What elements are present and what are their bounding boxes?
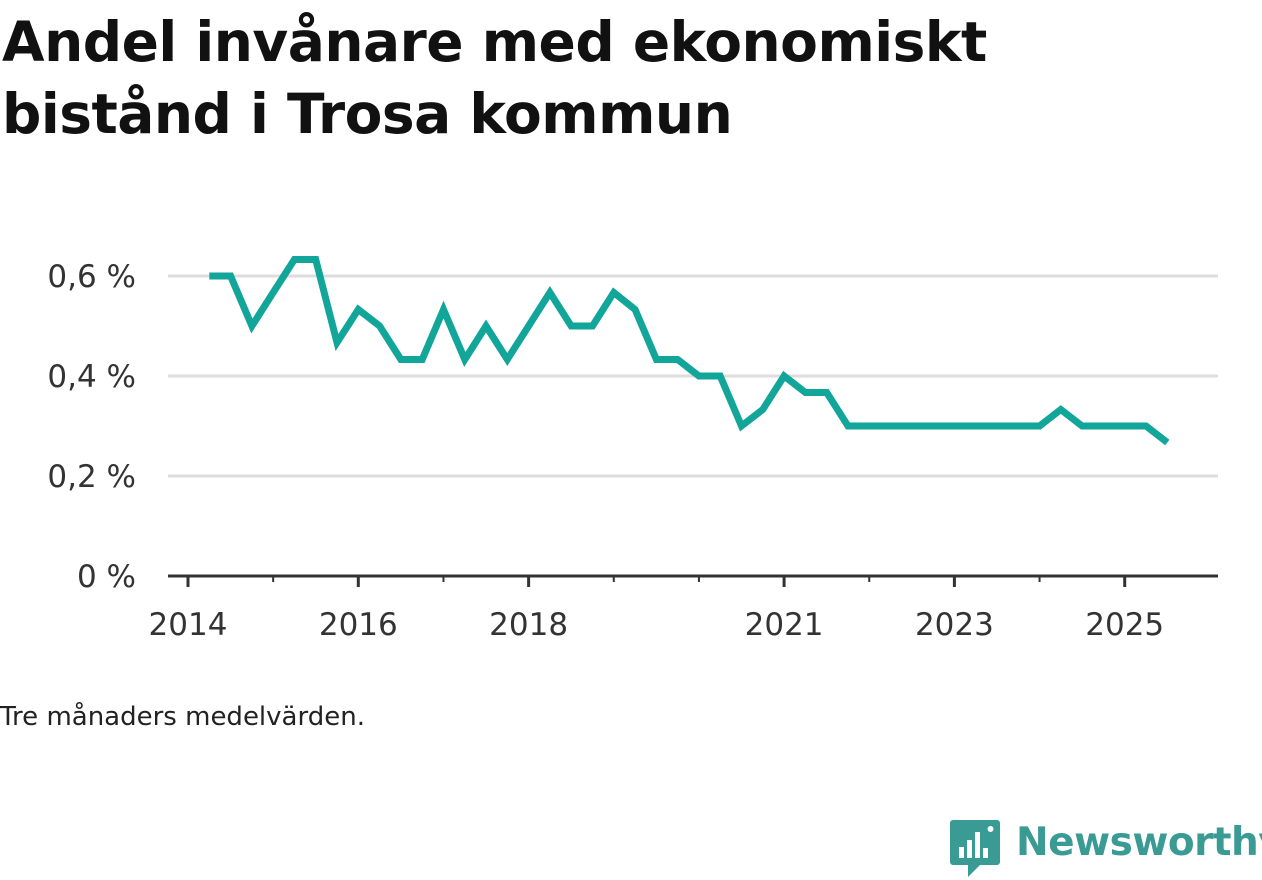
chart-note: Tre månaders medelvärden.: [0, 702, 365, 732]
x-tick-label: 2023: [915, 607, 994, 643]
gridlines: [168, 274, 1218, 478]
y-tick-label: 0 %: [77, 559, 136, 595]
x-axis: [168, 574, 1218, 587]
x-tick-label: 2021: [745, 607, 824, 643]
x-tick-label: 2014: [149, 607, 228, 643]
brand-name: Newsworthy: [1016, 820, 1262, 865]
x-axis-labels: 2014 2016 2018 2021 2023 2025: [149, 607, 1165, 643]
line-chart: 0 %0,2 %0,4 %0,6 % 2014 2016 2018 2021 2023 2…: [47, 256, 1218, 643]
y-tick-label: 0,6 %: [47, 259, 136, 295]
x-tick-label: 2018: [489, 607, 568, 643]
newsworthy-logo-icon: [950, 820, 1000, 877]
y-tick-label: 0,2 %: [47, 459, 136, 495]
y-tick-label: 0,4 %: [47, 359, 136, 395]
series-line: [209, 256, 1170, 446]
brand-logo[interactable]: Newsworthy: [950, 818, 1262, 880]
x-tick-label: 2025: [1085, 607, 1164, 643]
chart-title: Andel invånare med ekonomiskt bistånd i …: [2, 10, 987, 146]
y-axis-labels: 0 % 0,2 % 0,4 % 0,6 %: [47, 259, 136, 595]
x-tick-label: 2016: [319, 607, 398, 643]
series: [209, 256, 1170, 446]
